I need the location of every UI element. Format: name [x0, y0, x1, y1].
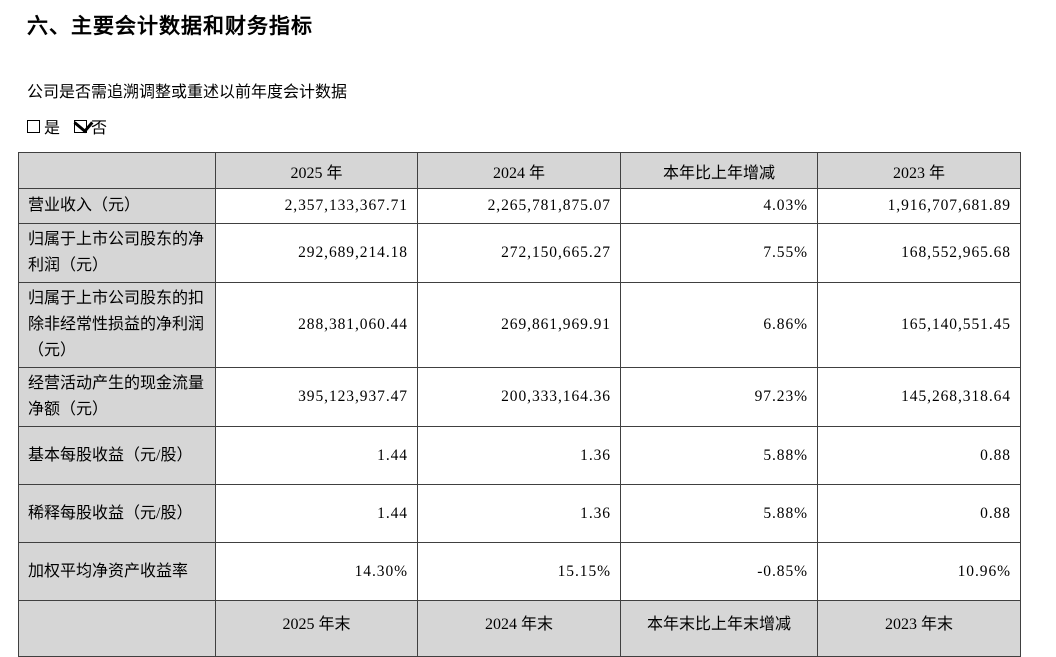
header-2024: 2024 年	[417, 152, 621, 189]
cell-value: 5.88%	[620, 484, 818, 543]
cell-value: 1.44	[215, 426, 418, 485]
header-2023-end: 2023 年末	[817, 600, 1021, 657]
header-empty	[18, 152, 216, 189]
option-yes-label: 是	[44, 120, 61, 137]
financial-indicators-table: 2025 年 2024 年 本年比上年增减 2023 年 营业收入（元） 2,3…	[18, 152, 1021, 657]
header-yoy-end-change: 本年末比上年末增减	[620, 600, 818, 657]
table-header-row-period-end: 2025 年末 2024 年末 本年末比上年末增减 2023 年末	[18, 600, 1021, 657]
table-row: 营业收入（元） 2,357,133,367.71 2,265,781,875.0…	[18, 188, 1021, 224]
cell-value: 269,861,969.91	[417, 282, 621, 368]
header-2025-end: 2025 年末	[215, 600, 418, 657]
cell-value: 14.30%	[215, 542, 418, 601]
cell-value: 165,140,551.45	[817, 282, 1021, 368]
row-label: 归属于上市公司股东的扣除非经常性损益的净利润（元）	[18, 282, 216, 368]
restatement-answer: 是 否	[0, 102, 1056, 138]
table-row: 归属于上市公司股东的净利润（元） 292,689,214.18 272,150,…	[18, 223, 1021, 283]
cell-value: 6.86%	[620, 282, 818, 368]
header-2024-end: 2024 年末	[417, 600, 621, 657]
cell-value: 1.36	[417, 426, 621, 485]
cell-value: 15.15%	[417, 542, 621, 601]
row-label: 加权平均净资产收益率	[18, 542, 216, 601]
cell-value: 168,552,965.68	[817, 223, 1021, 283]
cell-value: -0.85%	[620, 542, 818, 601]
cell-value: 4.03%	[620, 188, 818, 224]
header-2023: 2023 年	[817, 152, 1021, 189]
cell-value: 10.96%	[817, 542, 1021, 601]
row-label: 归属于上市公司股东的净利润（元）	[18, 223, 216, 283]
table-header-row: 2025 年 2024 年 本年比上年增减 2023 年	[18, 152, 1021, 189]
report-page: 六、主要会计数据和财务指标 公司是否需追溯调整或重述以前年度会计数据 是 否 2…	[0, 0, 1056, 594]
cell-value: 7.55%	[620, 223, 818, 283]
restatement-question: 公司是否需追溯调整或重述以前年度会计数据	[27, 84, 348, 101]
header-empty	[18, 600, 216, 657]
cell-value: 288,381,060.44	[215, 282, 418, 368]
table-row: 归属于上市公司股东的扣除非经常性损益的净利润（元） 288,381,060.44…	[18, 282, 1021, 368]
cell-value: 0.88	[817, 484, 1021, 543]
option-no[interactable]: 否	[74, 114, 107, 138]
section-title: 六、主要会计数据和财务指标	[27, 15, 313, 38]
header-yoy-change: 本年比上年增减	[620, 152, 818, 189]
cell-value: 97.23%	[620, 367, 818, 427]
option-no-label: 否	[91, 120, 108, 137]
cell-value: 2,265,781,875.07	[417, 188, 621, 224]
header-2025: 2025 年	[215, 152, 418, 189]
cell-value: 1.36	[417, 484, 621, 543]
cell-value: 0.88	[817, 426, 1021, 485]
checkbox-unchecked-icon[interactable]	[27, 119, 40, 133]
cell-value: 200,333,164.36	[417, 367, 621, 427]
cell-value: 5.88%	[620, 426, 818, 485]
table-row: 加权平均净资产收益率 14.30% 15.15% -0.85% 10.96%	[18, 542, 1021, 601]
table-row: 经营活动产生的现金流量净额（元） 395,123,937.47 200,333,…	[18, 367, 1021, 427]
row-label: 基本每股收益（元/股）	[18, 426, 216, 485]
table-row: 稀释每股收益（元/股） 1.44 1.36 5.88% 0.88	[18, 484, 1021, 543]
option-yes[interactable]: 是	[27, 114, 60, 138]
cell-value: 2,357,133,367.71	[215, 188, 418, 224]
cell-value: 272,150,665.27	[417, 223, 621, 283]
cell-value: 1,916,707,681.89	[817, 188, 1021, 224]
cell-value: 1.44	[215, 484, 418, 543]
row-label: 营业收入（元）	[18, 188, 216, 224]
checkbox-checked-icon[interactable]	[74, 119, 88, 133]
row-label: 稀释每股收益（元/股）	[18, 484, 216, 543]
table-row: 基本每股收益（元/股） 1.44 1.36 5.88% 0.88	[18, 426, 1021, 485]
cell-value: 292,689,214.18	[215, 223, 418, 283]
row-label: 经营活动产生的现金流量净额（元）	[18, 367, 216, 427]
cell-value: 395,123,937.47	[215, 367, 418, 427]
cell-value: 145,268,318.64	[817, 367, 1021, 427]
